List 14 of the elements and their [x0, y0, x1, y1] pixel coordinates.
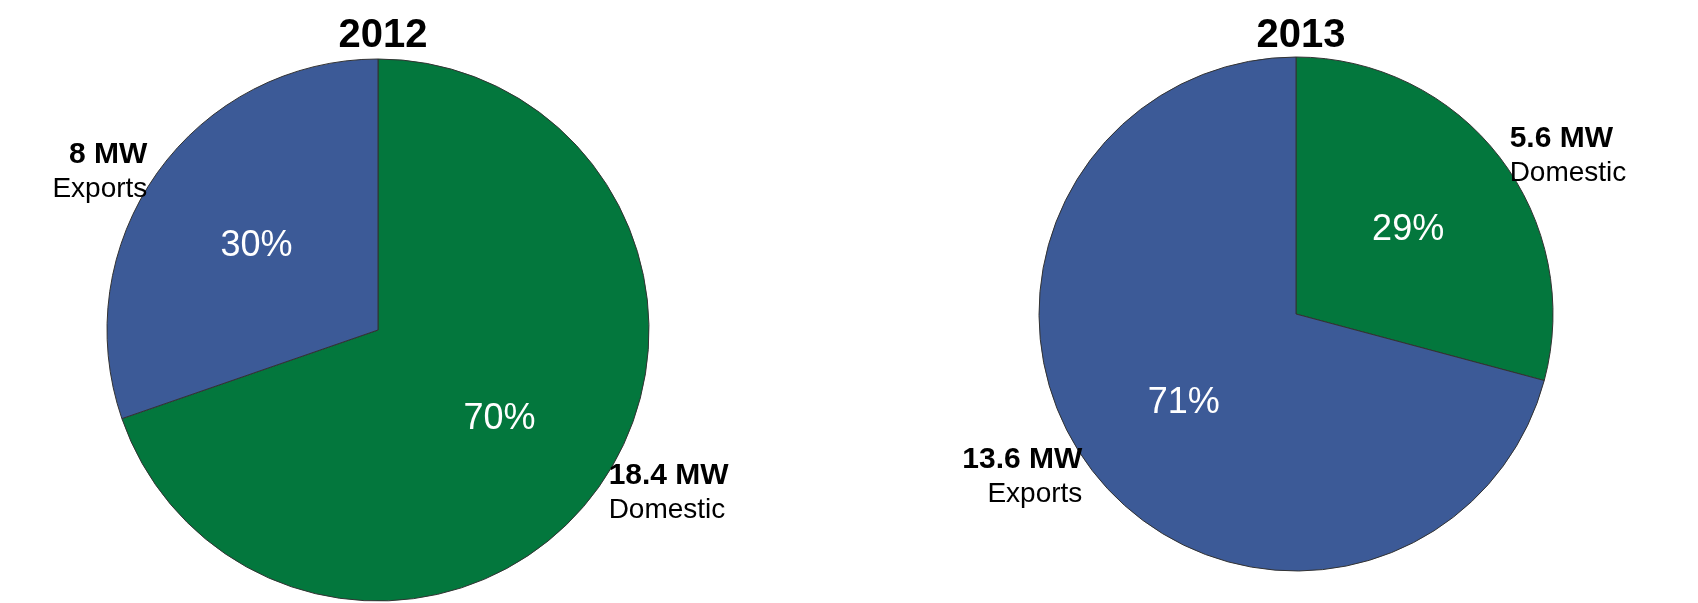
text: 29% — [1372, 207, 1445, 249]
slice-label: Exports — [987, 476, 1083, 508]
chart-title: 2013 — [1256, 11, 1346, 55]
text: 30% — [220, 223, 293, 265]
data-label: 13.6 MW — [962, 440, 1084, 474]
slice-label: Domestic — [608, 493, 726, 525]
data-label: 18.4 MW — [608, 457, 730, 491]
slice-label: Domestic — [1509, 156, 1627, 188]
chart-title: 2012 — [338, 11, 428, 55]
text: 70% — [463, 395, 536, 437]
data-label: 5.6 MW — [1509, 120, 1614, 154]
slice-label: Exports — [52, 171, 148, 203]
text: 71% — [1147, 379, 1220, 421]
data-label: 8 MW — [69, 135, 149, 169]
